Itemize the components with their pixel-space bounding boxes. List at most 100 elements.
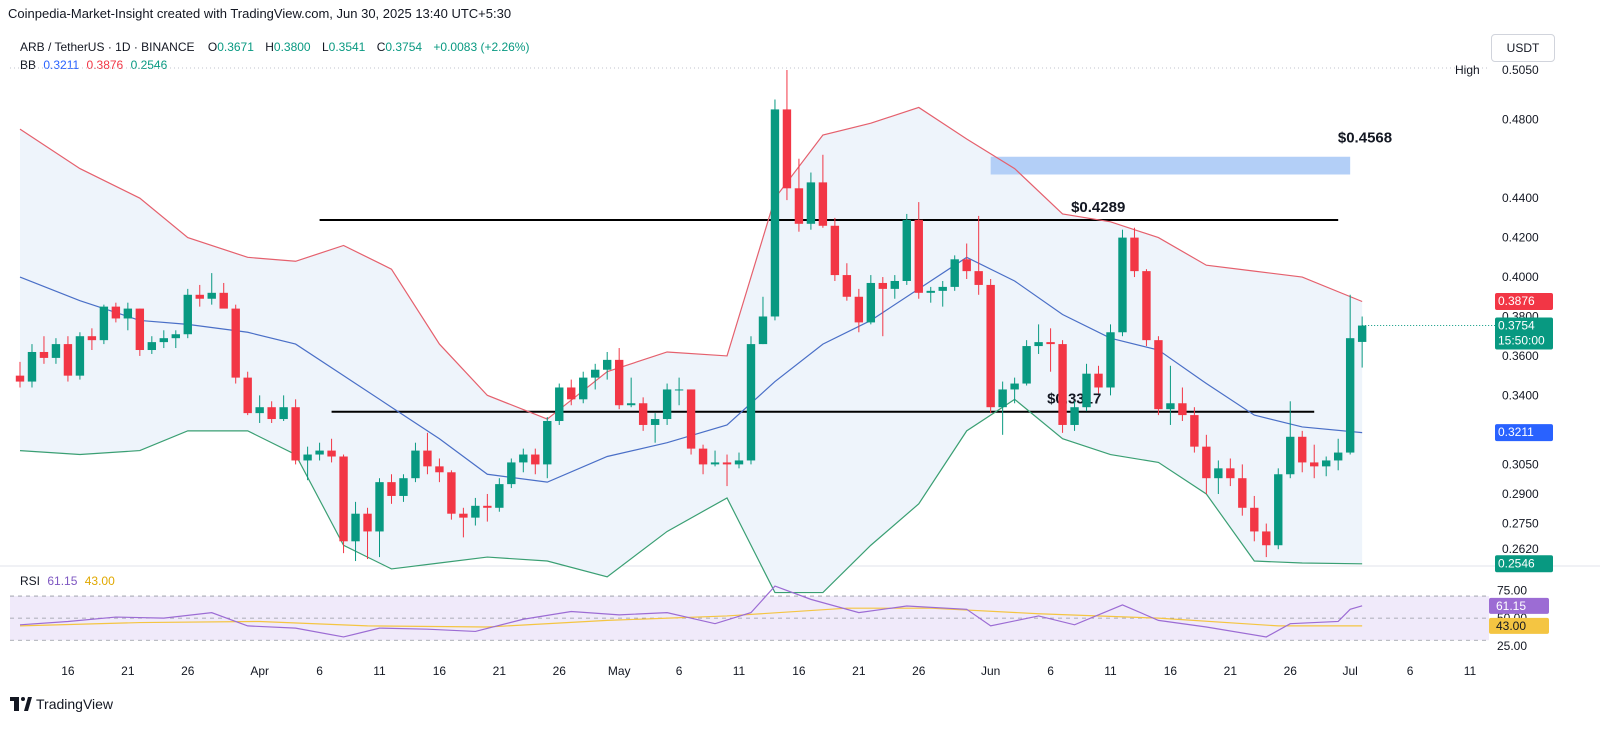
candle — [51, 344, 61, 358]
candle — [1345, 338, 1355, 453]
symbol-label[interactable]: ARB / TetherUS · 1D · BINANCE — [20, 40, 195, 54]
candle — [1333, 452, 1343, 461]
candle — [207, 292, 216, 299]
candle — [435, 466, 444, 473]
high-marker-label: High — [1455, 63, 1480, 77]
price-axis-tick: 0.4200 — [1502, 231, 1539, 245]
rsi-legend: RSI 61.15 43.00 — [20, 574, 119, 588]
price-badge-value: 0.3876 — [1498, 294, 1535, 308]
change-value: +0.0083 (+2.26%) — [433, 40, 530, 54]
candle — [555, 387, 564, 422]
date-axis-tick: 11 — [1104, 664, 1117, 678]
open-value: 0.3671 — [217, 40, 254, 54]
candle — [1166, 403, 1175, 410]
candle — [27, 351, 37, 382]
price-badge-value: 0.3211 — [1498, 425, 1534, 439]
candle — [746, 344, 756, 461]
candle — [579, 377, 588, 400]
candle — [662, 389, 672, 420]
date-axis-tick: 6 — [676, 664, 683, 678]
candle — [303, 454, 312, 461]
candle — [650, 419, 660, 425]
date-axis-tick: 16 — [792, 664, 806, 678]
rsi-label[interactable]: RSI — [20, 574, 41, 588]
date-axis-tick: Jun — [981, 664, 1000, 678]
candle — [63, 344, 73, 376]
date-axis-tick: Apr — [250, 664, 269, 678]
price-axis-tick: 0.4000 — [1502, 270, 1539, 284]
candle — [315, 450, 324, 455]
rsi-value: 61.15 — [47, 574, 78, 588]
candle — [483, 505, 492, 508]
bollinger-fill — [20, 107, 1363, 593]
candle — [243, 377, 252, 414]
tradingview-logo[interactable]: TradingView — [10, 696, 113, 712]
candle — [986, 284, 995, 408]
price-axis-tick: 0.5050 — [1502, 63, 1539, 77]
candle — [1190, 415, 1199, 447]
bb-label[interactable]: BB — [20, 58, 37, 72]
high-value: 0.3800 — [273, 40, 311, 54]
candle — [111, 306, 121, 319]
candle — [890, 280, 899, 289]
candle — [423, 450, 432, 467]
candle — [1070, 407, 1079, 425]
candle — [255, 407, 264, 414]
candle — [710, 462, 720, 465]
tradingview-logo-icon — [10, 697, 32, 711]
date-axis-tick: 16 — [1164, 664, 1178, 678]
candle — [818, 182, 828, 226]
open-label: O — [207, 40, 218, 54]
candle — [1010, 383, 1019, 390]
candle — [758, 316, 768, 345]
rsi-axis-tick: 25.00 — [1497, 639, 1527, 653]
candle — [626, 403, 636, 406]
currency-unit-button[interactable]: USDT — [1491, 34, 1555, 62]
candle — [375, 482, 384, 532]
candle — [507, 462, 516, 485]
price-badge-bb_basis — [1495, 424, 1553, 442]
candle — [363, 513, 372, 532]
price-axis-tick: 0.2750 — [1502, 517, 1539, 531]
rsi-badge-value: 43.00 — [1496, 619, 1526, 633]
date-axis-tick: 26 — [553, 664, 567, 678]
price-axis-tick: 0.2900 — [1502, 487, 1539, 501]
chart-caption: Coinpedia-Market-Insight created with Tr… — [8, 6, 512, 21]
candle — [1142, 271, 1151, 341]
candle — [614, 359, 624, 406]
candle — [327, 450, 336, 457]
candle — [1154, 340, 1163, 410]
date-axis-tick: 21 — [852, 664, 866, 678]
candle — [998, 389, 1007, 408]
candle — [1286, 436, 1295, 475]
candle — [387, 482, 396, 496]
candle — [267, 407, 276, 420]
date-axis-tick: 6 — [1047, 664, 1054, 678]
price-badge-last_price — [1495, 317, 1553, 350]
candle — [411, 450, 420, 479]
candle — [231, 308, 240, 378]
close-value: 0.3754 — [385, 40, 423, 54]
candle — [1094, 373, 1103, 388]
price-axis-tick: 0.4400 — [1502, 191, 1539, 205]
candle — [291, 407, 300, 461]
candle — [1046, 342, 1055, 345]
candle — [686, 389, 696, 449]
date-axis-tick: 21 — [121, 664, 135, 678]
bb-upper-line — [19, 106, 1363, 420]
candle — [962, 259, 971, 272]
low-value: 0.3541 — [328, 40, 366, 54]
candle — [950, 259, 959, 287]
candle — [399, 478, 408, 496]
candle — [183, 294, 192, 335]
candle — [591, 369, 600, 378]
candle — [447, 472, 456, 514]
candle — [854, 296, 864, 323]
candle — [914, 219, 923, 293]
candle — [99, 306, 109, 341]
candle — [734, 460, 744, 465]
candle — [171, 334, 180, 339]
candle — [351, 513, 360, 542]
date-axis-tick: 6 — [316, 664, 323, 678]
